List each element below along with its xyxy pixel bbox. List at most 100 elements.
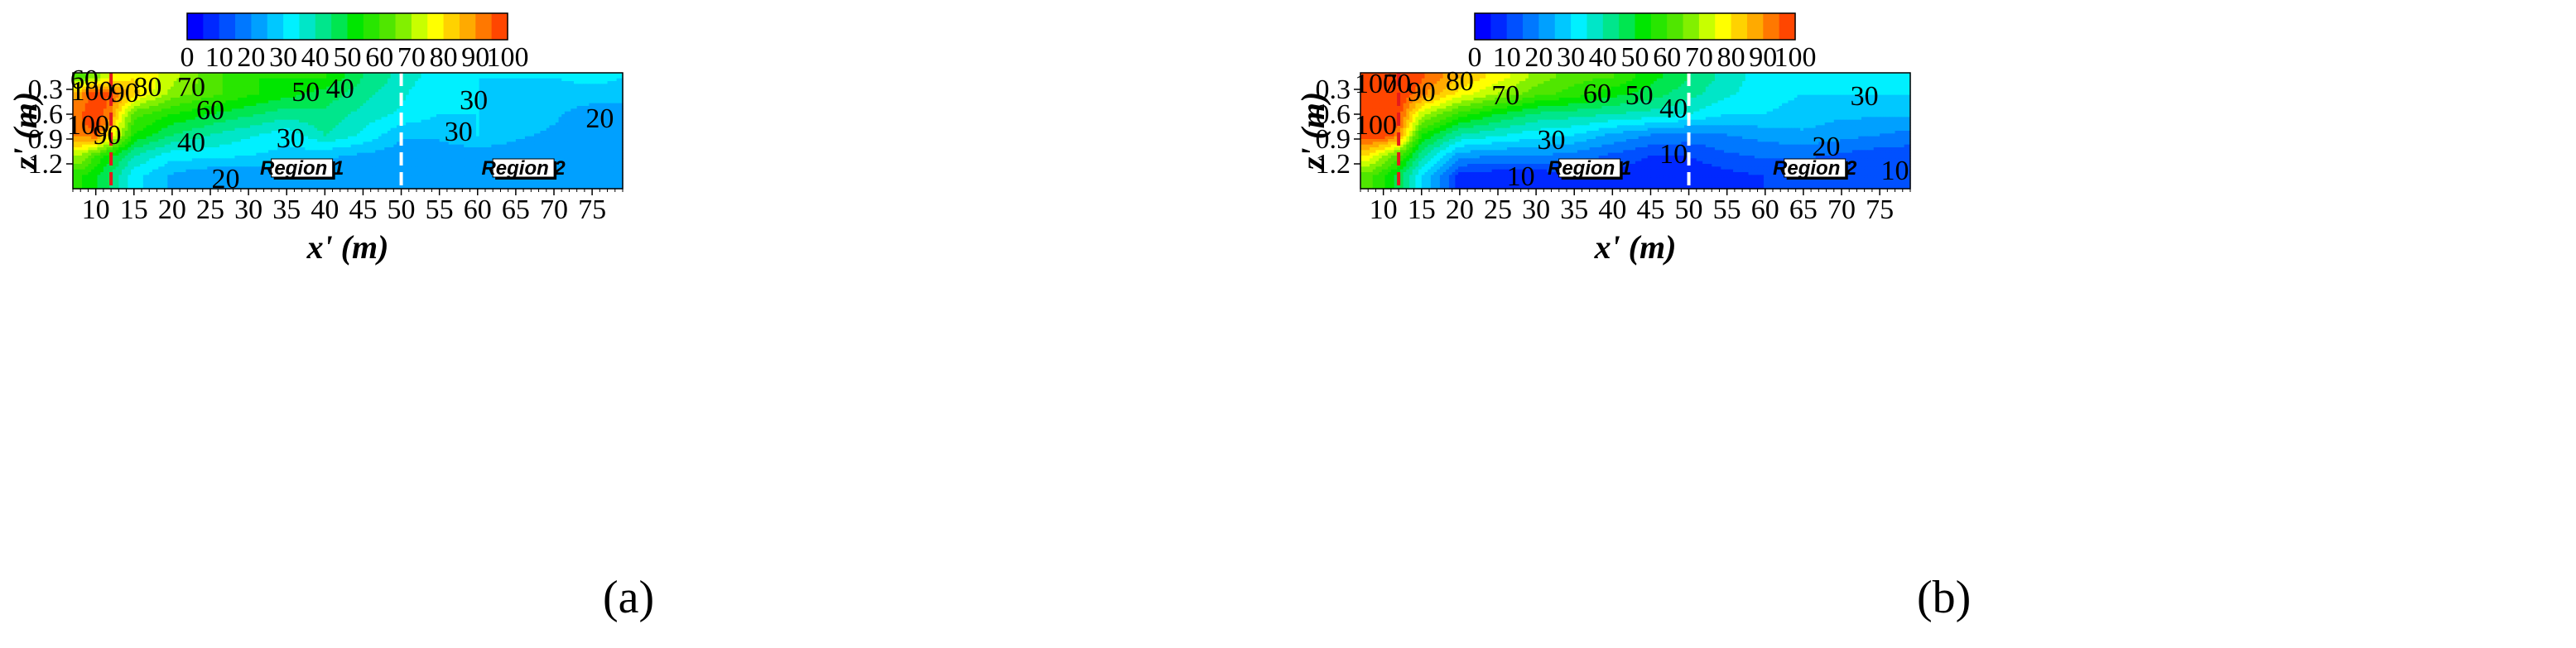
heat-cell xyxy=(256,103,260,107)
heat-cell xyxy=(118,117,123,121)
colorbar-band xyxy=(443,13,460,40)
heat-cell xyxy=(100,106,104,109)
heat-cell xyxy=(393,136,397,140)
heat-cell xyxy=(238,139,242,142)
heat-cell xyxy=(164,144,168,148)
heat-cell xyxy=(601,127,605,132)
heat-cell xyxy=(225,131,229,134)
heat-cell xyxy=(348,122,352,126)
heat-cell xyxy=(397,119,401,123)
heat-cell xyxy=(283,142,287,146)
colorbar-band xyxy=(347,13,364,40)
heat-cell xyxy=(372,133,376,137)
heat-cell xyxy=(225,84,229,88)
heat-cell xyxy=(378,106,383,109)
heat-cell xyxy=(357,114,361,118)
heat-cell xyxy=(161,75,166,79)
heat-cell xyxy=(198,78,202,82)
heat-cell xyxy=(485,89,489,93)
heat-cell xyxy=(503,133,508,137)
heat-cell xyxy=(363,119,367,123)
heat-cell xyxy=(589,144,593,148)
heat-cell xyxy=(567,103,571,107)
heat-cell xyxy=(164,81,168,84)
heat-cell xyxy=(445,111,450,115)
heat-cell xyxy=(173,78,178,82)
heat-cell xyxy=(335,84,339,88)
heat-cell xyxy=(363,73,367,76)
heat-cell xyxy=(561,94,566,98)
heat-cell xyxy=(329,106,334,109)
heat-cell xyxy=(146,106,150,109)
heat-cell xyxy=(289,133,294,137)
heat-cell xyxy=(580,125,584,129)
heat-cell xyxy=(182,147,187,151)
heat-cell xyxy=(320,86,325,90)
heat-cell xyxy=(249,108,254,113)
heat-cell xyxy=(207,103,211,107)
heat-cell xyxy=(515,94,520,98)
heat-cell xyxy=(317,142,321,146)
heat-cell xyxy=(426,142,431,146)
heat-cell xyxy=(366,131,370,134)
heat-cell xyxy=(455,75,459,79)
colorbar-band xyxy=(283,13,301,40)
heat-cell xyxy=(173,92,178,96)
heat-cell xyxy=(195,139,199,142)
heat-cell xyxy=(479,106,483,109)
heat-cell xyxy=(583,84,587,88)
heat-cell xyxy=(298,131,303,134)
heat-cell xyxy=(583,103,587,107)
heat-cell xyxy=(115,117,119,121)
heat-cell xyxy=(595,114,599,118)
heat-cell xyxy=(182,131,187,134)
heat-cell xyxy=(549,125,553,129)
heat-cell xyxy=(585,122,590,126)
heat-cell xyxy=(216,103,220,107)
heat-cell xyxy=(247,144,251,148)
heat-cell xyxy=(171,89,175,93)
heat-cell xyxy=(305,144,309,148)
heat-cell xyxy=(75,103,79,107)
heat-cell xyxy=(329,114,334,118)
heat-cell xyxy=(555,86,560,90)
heat-cell xyxy=(128,92,132,96)
heat-cell xyxy=(115,94,119,98)
heat-cell xyxy=(124,108,128,113)
heat-cell xyxy=(173,108,178,113)
heat-cell xyxy=(323,136,327,140)
heat-cell xyxy=(109,89,113,93)
heat-cell xyxy=(580,144,584,148)
heat-cell xyxy=(402,111,407,115)
heat-cell xyxy=(350,106,354,109)
heat-cell xyxy=(305,94,309,98)
heat-cell xyxy=(103,103,108,107)
heat-cell xyxy=(567,117,571,121)
heat-cell xyxy=(540,92,544,96)
heat-cell xyxy=(448,106,453,109)
heat-cell xyxy=(436,106,441,109)
heat-cell xyxy=(445,73,450,76)
heat-cell xyxy=(182,106,187,109)
heat-cell xyxy=(613,114,618,118)
heat-cell xyxy=(515,125,520,129)
heat-cell xyxy=(229,117,233,121)
heat-cell xyxy=(393,94,397,98)
heat-cell xyxy=(488,142,492,146)
heat-cell xyxy=(350,119,354,123)
heat-cell xyxy=(137,108,141,113)
heat-cell xyxy=(426,117,431,121)
heat-cell xyxy=(124,94,128,98)
heat-cell xyxy=(466,117,471,121)
heat-cell xyxy=(234,131,238,134)
heat-cell xyxy=(357,144,361,148)
heat-cell xyxy=(448,84,453,88)
heat-cell xyxy=(390,103,394,107)
heat-cell xyxy=(128,119,132,123)
colorbar-tick-label: 30 xyxy=(269,42,297,73)
heat-cell xyxy=(204,117,208,121)
heat-cell xyxy=(415,114,419,118)
heat-cell xyxy=(506,117,511,121)
heat-cell xyxy=(552,114,556,118)
heat-cell xyxy=(485,86,489,90)
